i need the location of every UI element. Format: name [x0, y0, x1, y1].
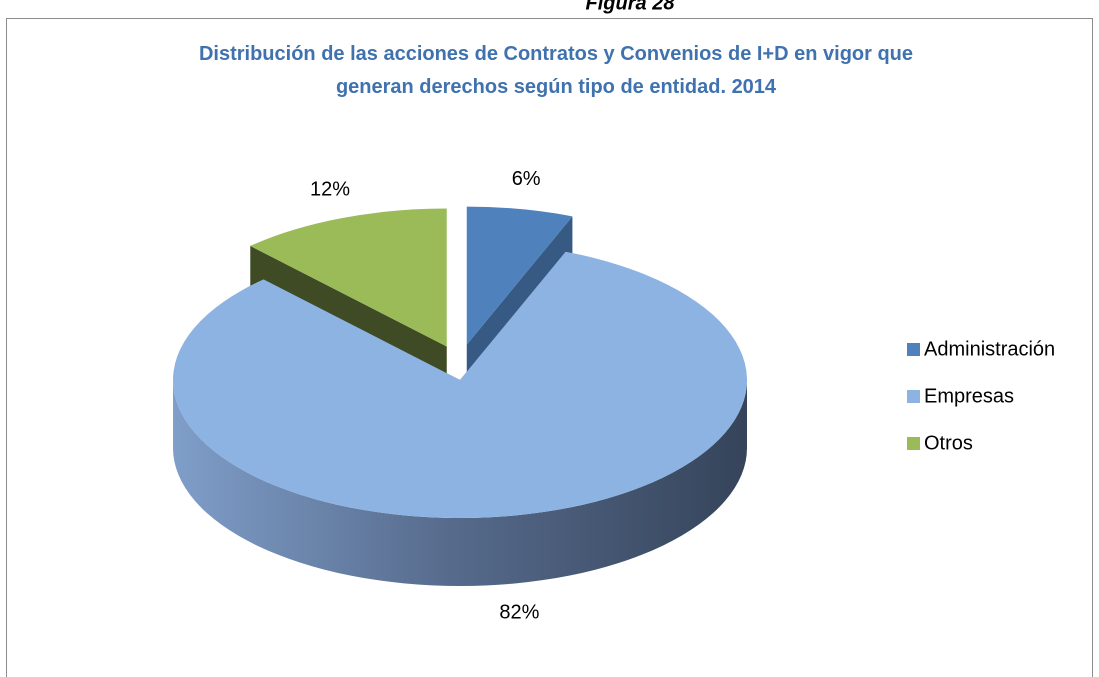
legend: Administración Empresas Otros: [907, 338, 1055, 454]
pie-slice: [466, 206, 573, 345]
pie-slice: [250, 208, 447, 347]
legend-label: Otros: [924, 432, 973, 454]
pie: 6% 82% 12%: [173, 168, 747, 623]
legend-swatch: [907, 390, 920, 403]
chart-title: Distribución de las acciones de Contrato…: [199, 43, 913, 98]
data-label: 6%: [512, 168, 541, 190]
data-label: 12%: [310, 179, 350, 201]
legend-label: Administración: [924, 338, 1055, 360]
legend-label: Empresas: [924, 385, 1014, 407]
figure-caption: Figura 28: [586, 0, 676, 14]
data-label: 82%: [499, 601, 539, 623]
pie-slice: [173, 251, 747, 518]
slice-side: [173, 380, 747, 586]
legend-swatch: [907, 437, 920, 450]
legend-swatch: [907, 343, 920, 356]
